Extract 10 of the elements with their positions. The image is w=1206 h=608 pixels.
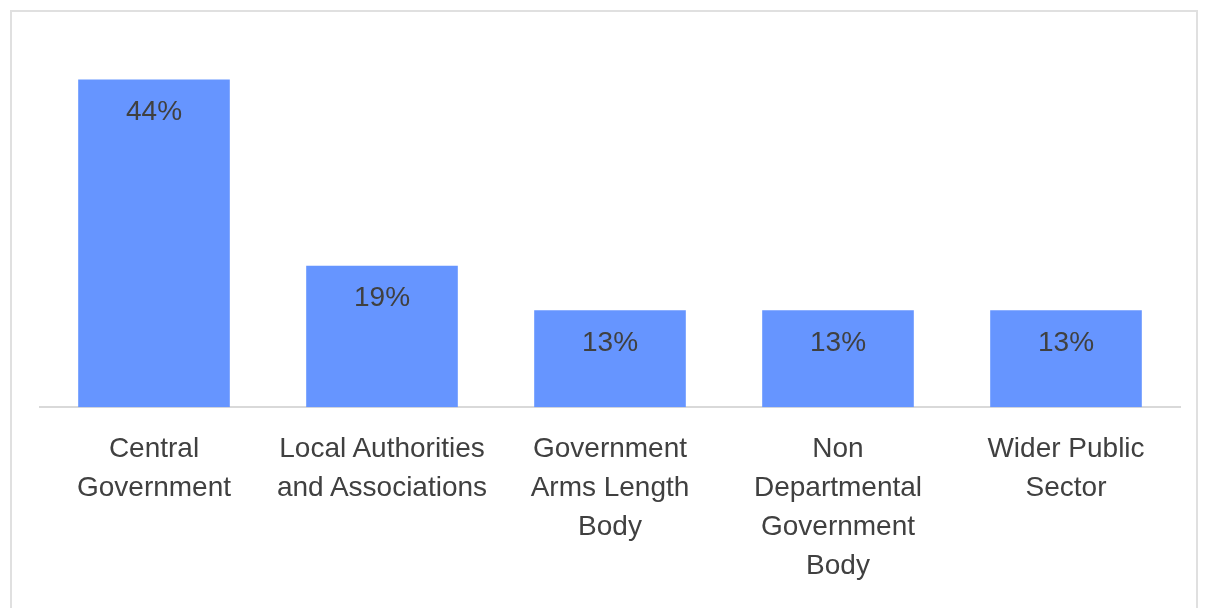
data-label: 13% [581, 326, 639, 358]
x-tick-label: Wider Public Sector [987, 431, 1145, 502]
data-label: 44% [125, 95, 183, 127]
x-tick-label: Local Authorities and Associations [276, 431, 488, 502]
x-tick-label: Non Departmental Government Body [753, 431, 923, 581]
data-label: 13% [809, 326, 867, 358]
data-label: 13% [1037, 326, 1095, 358]
x-tick-label: Central Government [76, 431, 232, 502]
data-label: 19% [353, 281, 411, 313]
x-tick-label: Government Arms Length Body [530, 431, 690, 541]
